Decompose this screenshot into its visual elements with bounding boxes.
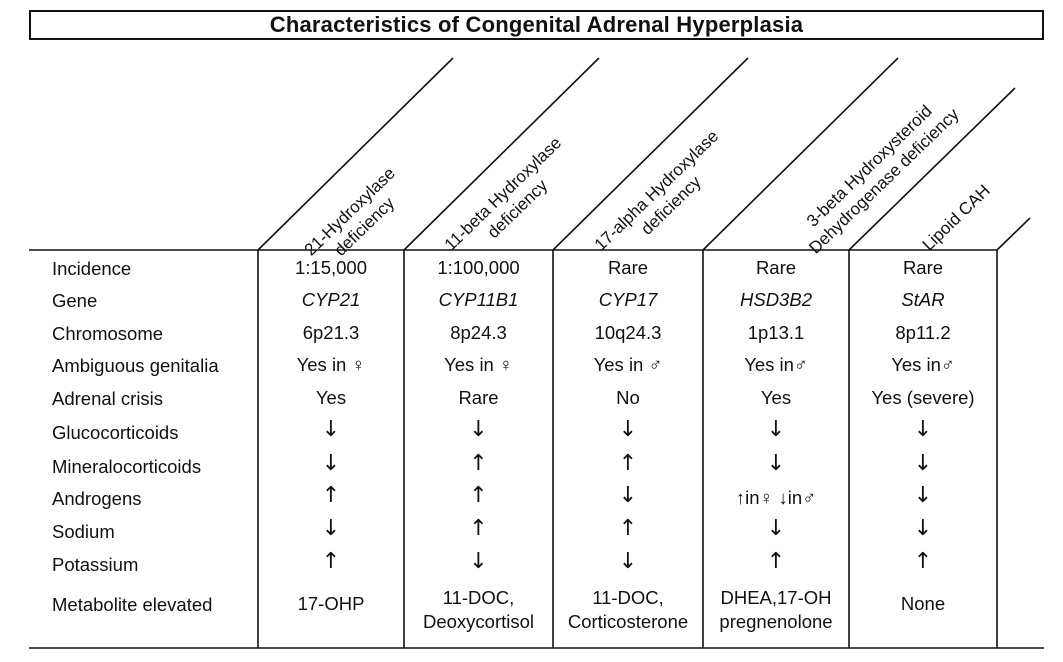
table-cell: ↓ bbox=[618, 417, 638, 442]
table-cell: ↑ bbox=[618, 516, 638, 541]
table-cell: ↓ bbox=[321, 417, 341, 442]
row-label: Gene bbox=[52, 290, 98, 311]
table-cell: ↓ bbox=[321, 516, 341, 541]
table-cell: ↓ bbox=[618, 483, 638, 508]
table-cell: 8p24.3 bbox=[450, 322, 507, 343]
table-cell: Yes in ♂ bbox=[593, 354, 663, 375]
table-cell: ↓ bbox=[469, 549, 488, 574]
row-label: Androgens bbox=[52, 488, 142, 509]
table-cell: ↑ bbox=[913, 549, 933, 574]
header-diagonal bbox=[257, 57, 454, 251]
row-label: Metabolite elevated bbox=[52, 594, 213, 615]
row-label: Chromosome bbox=[52, 323, 164, 344]
table-cell: ↓ bbox=[618, 549, 638, 574]
table-cell: Yes bbox=[315, 387, 347, 408]
table-cell: ↑ bbox=[469, 483, 488, 508]
table-cell: ↑ bbox=[469, 451, 488, 476]
header-diagonal bbox=[403, 57, 600, 251]
table-cell: ↑ bbox=[321, 483, 341, 508]
table-cell: 1:100,000 bbox=[437, 257, 520, 278]
row-label: Glucocorticoids bbox=[52, 422, 179, 443]
row-label: Sodium bbox=[52, 521, 115, 542]
table-cell: No bbox=[616, 387, 640, 408]
table-cell: ↓ bbox=[913, 451, 933, 476]
table-cell: ↑ bbox=[618, 451, 638, 476]
table-cell: None bbox=[900, 593, 946, 614]
table-cell: Rare bbox=[458, 387, 499, 408]
table-cell: ↓ bbox=[913, 417, 933, 442]
table-cell: CYP17 bbox=[598, 289, 658, 310]
table-cell: CYP11B1 bbox=[438, 289, 519, 310]
table-cell: CYP21 bbox=[301, 289, 361, 310]
table-cell: ↓ bbox=[469, 417, 488, 442]
header-diagonal bbox=[996, 217, 1031, 251]
table-cell: ↓ bbox=[766, 417, 786, 442]
table-cell: 10q24.3 bbox=[594, 322, 662, 343]
header-diagonal bbox=[552, 57, 749, 251]
row-label: Incidence bbox=[52, 258, 132, 279]
table-cell: ↓ bbox=[913, 483, 933, 508]
row-label: Ambiguous genitalia bbox=[52, 355, 219, 376]
table-cell: Yes in♂ bbox=[744, 354, 808, 375]
header-diagonal bbox=[848, 87, 1016, 251]
table-cell: ↓ bbox=[766, 516, 786, 541]
table-cell: DHEA,17-OH pregnenolone bbox=[719, 587, 833, 632]
table-cell: Yes bbox=[760, 387, 792, 408]
header-diagonal bbox=[702, 57, 899, 251]
table-cell: 11-DOC, Corticosterone bbox=[567, 587, 689, 632]
table-title: Characteristics of Congenital Adrenal Hy… bbox=[29, 10, 1044, 40]
table-cell: ↓ bbox=[321, 451, 341, 476]
row-label: Adrenal crisis bbox=[52, 388, 164, 409]
table-cell: ↓ bbox=[913, 516, 933, 541]
table-cell: ↑ bbox=[321, 549, 341, 574]
table-cell: 6p21.3 bbox=[302, 322, 360, 343]
table-cell: 11-DOC, Deoxycortisol bbox=[422, 587, 535, 632]
table-cell: Yes (severe) bbox=[871, 387, 975, 408]
table-cell: 1:15,000 bbox=[294, 257, 367, 278]
table-cell: 1p13.1 bbox=[747, 322, 805, 343]
table-cell: ↓ bbox=[766, 451, 786, 476]
table-title-text: Characteristics of Congenital Adrenal Hy… bbox=[269, 12, 804, 37]
table-cell: HSD3B2 bbox=[740, 289, 812, 310]
table-cell: ↑ bbox=[469, 516, 488, 541]
table-cell: Yes in ♀ bbox=[444, 354, 513, 375]
table-cell: Yes in ♀ bbox=[296, 354, 366, 375]
table-cell: Yes in♂ bbox=[891, 354, 955, 375]
table-cell: Rare bbox=[607, 257, 649, 278]
table-cell: Rare bbox=[902, 257, 944, 278]
table-cell: 8p11.2 bbox=[895, 322, 951, 343]
table-cell: ↑in♀ ↓in♂ bbox=[735, 487, 817, 508]
table-cell: Rare bbox=[755, 257, 797, 278]
row-label: Mineralocorticoids bbox=[52, 456, 202, 477]
table-cell: StAR bbox=[901, 289, 945, 310]
row-label: Potassium bbox=[52, 554, 139, 575]
table-cell: ↑ bbox=[766, 549, 786, 574]
table-cell: 17-OHP bbox=[297, 593, 365, 614]
